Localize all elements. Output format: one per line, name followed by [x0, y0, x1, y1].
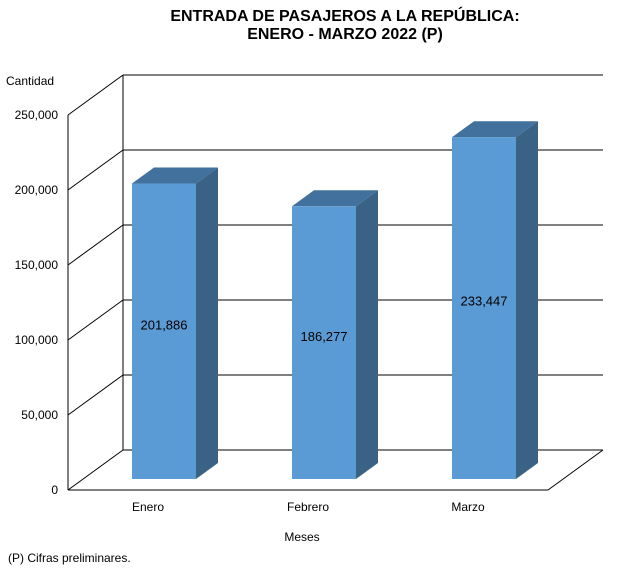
y-tick-label: 250,000: [15, 108, 59, 122]
bar-top-face: [292, 190, 378, 207]
side-gridline: [67, 374, 124, 416]
y-axis-title: Cantidad: [6, 74, 54, 88]
bar-enero: 201,886: [132, 167, 218, 479]
category-labels: Enero Febrero Marzo: [132, 500, 485, 514]
category-label: Febrero: [287, 500, 329, 514]
chart-title-line-1: ENTRADA DE PASAJEROS A LA REPÚBLICA:: [170, 6, 519, 25]
bar-top-face: [452, 121, 538, 138]
side-gridline: [67, 299, 124, 341]
category-label: Marzo: [451, 500, 485, 514]
bar-front-face: [452, 137, 516, 480]
y-tick-label: 0: [51, 483, 58, 497]
data-label: 233,447: [461, 293, 508, 308]
bar-febrero: 186,277: [292, 190, 378, 479]
bar-side-face: [196, 167, 218, 479]
y-tick-label: 150,000: [15, 258, 59, 272]
footnote: (P) Cifras preliminares.: [8, 551, 131, 565]
y-tick-label: 200,000: [15, 183, 59, 197]
bar-front-face: [292, 206, 356, 479]
bar-marzo: 233,447: [452, 121, 538, 480]
bar-front-face: [132, 183, 196, 479]
x-axis-title: Meses: [284, 530, 319, 544]
bar-side-face: [356, 190, 378, 479]
side-gridline: [67, 449, 124, 491]
floor-edge-line: [547, 449, 604, 491]
side-gridline: [67, 149, 124, 191]
data-label: 186,277: [301, 329, 348, 344]
bar-top-face: [132, 167, 218, 184]
bars: 201,886 186,277 233,447: [132, 121, 538, 480]
y-tick-labels: 0 50,000 100,000 150,000 200,000 250,000: [15, 108, 59, 497]
bar-side-face: [516, 121, 538, 480]
y-tick-label: 50,000: [21, 408, 58, 422]
side-gridline: [67, 74, 124, 116]
category-label: Enero: [132, 500, 164, 514]
side-gridline: [67, 224, 124, 266]
data-label: 201,886: [141, 317, 188, 332]
chart-title-line-2: ENERO - MARZO 2022 (P): [247, 26, 443, 43]
y-tick-label: 100,000: [15, 333, 59, 347]
